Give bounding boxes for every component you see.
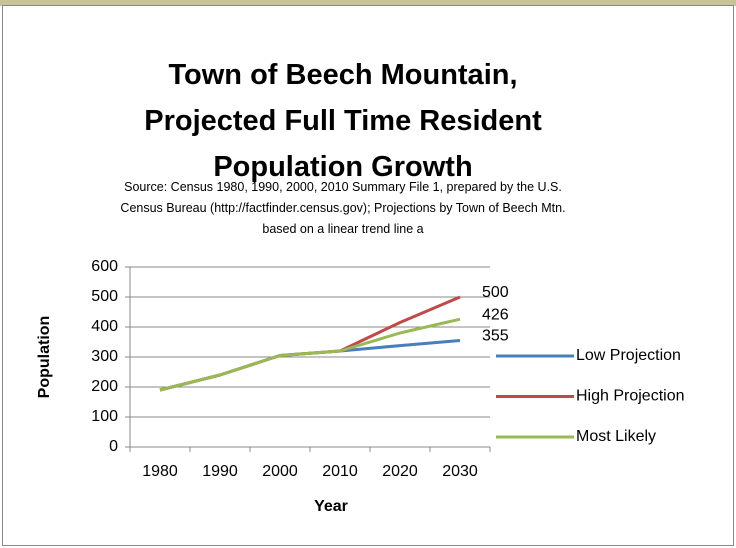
series-line [159, 317, 461, 392]
data-label: 500 [482, 284, 509, 301]
y-tick-label: 200 [91, 378, 118, 395]
legend-label: High Projection [576, 388, 685, 405]
y-tick-label: 500 [91, 288, 118, 305]
chart-title: Town of Beech Mountain, Projected Full T… [144, 59, 542, 183]
x-tick-label: 1980 [142, 463, 178, 480]
x-tick-label: 2010 [322, 463, 358, 480]
legend-label: Low Projection [576, 347, 681, 364]
y-tick-label: 600 [91, 258, 118, 275]
series-line [159, 339, 461, 392]
x-tick-label: 2030 [442, 463, 478, 480]
chart-subtitle: Source: Census 1980, 1990, 2000, 2010 Su… [120, 180, 566, 236]
y-tick-label: 400 [91, 318, 118, 335]
data-label: 355 [482, 328, 509, 345]
x-tick-label: 1990 [202, 463, 238, 480]
legend-label: Most Likely [576, 428, 656, 445]
y-tick-label: 300 [91, 348, 118, 365]
y-tick-label: 100 [91, 408, 118, 425]
y-axis-label: Population [36, 316, 53, 399]
top-strip [0, 0, 736, 6]
x-axis-label: Year [314, 498, 348, 515]
x-tick-label: 2020 [382, 463, 418, 480]
data-label: 426 [482, 306, 509, 323]
x-tick-label: 2000 [262, 463, 298, 480]
y-tick-label: 0 [109, 438, 118, 455]
chart-frame [2, 5, 734, 546]
